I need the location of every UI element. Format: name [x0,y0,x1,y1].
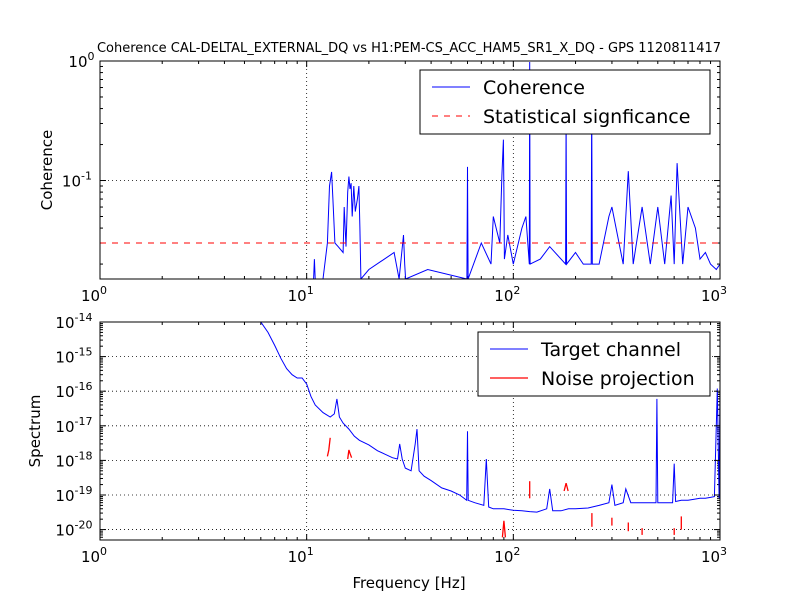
chart-title: Coherence CAL-DELTAL_EXTERNAL_DQ vs H1:P… [97,41,721,56]
legend-label: Noise projection [541,368,695,390]
y-tick-exponent: -14 [75,311,93,324]
legend-label: Target channel [540,339,681,361]
y-tick-exponent: -1 [81,170,92,183]
plot-frame [99,321,721,541]
x-tick-label: 100 [81,284,107,305]
plot-frame [99,60,721,280]
series-line-noise-projection [347,449,353,460]
x-tick-label: 102 [494,545,520,566]
y-tick-label: 10 [55,522,74,540]
legend-box [477,331,711,397]
series-line-noise-projection [501,520,507,538]
x-tick-label: 103 [701,284,727,305]
y-tick-exponent: -15 [75,346,93,359]
y-tick-label: 10 [55,452,74,470]
y-tick-exponent: -16 [75,380,93,393]
series-line-noise-projection [326,437,331,457]
y-axis-label: Coherence [38,130,56,210]
y-axis-label: Spectrum [26,395,44,468]
y-tick-exponent: -19 [75,484,93,497]
x-tick-label: 101 [288,545,314,566]
legend-label: Coherence [483,77,585,99]
legend: Target channel Noise projection [477,331,711,397]
legend-box [419,69,711,135]
x-tick-label: 102 [494,284,520,305]
y-tick-label: 10 [62,173,81,191]
y-tick-exponent: -18 [75,449,93,462]
x-tick-label: 103 [701,545,727,566]
y-tick-label: 10 [55,487,74,505]
legend-label: Statistical signficance [483,106,690,128]
y-tick-exponent: 0 [88,50,95,63]
y-tick-label: 10 [55,383,74,401]
x-tick-label: 101 [288,284,314,305]
x-tick-label: 100 [81,545,107,566]
legend: Coherence Statistical signficance [419,69,711,135]
series-line-coherence [311,61,720,279]
y-tick-label: 10 [55,349,74,367]
y-tick-label: 10 [55,314,74,332]
series-line-target-channel [260,322,720,513]
y-tick-label: 10 [68,53,87,71]
y-tick-exponent: -17 [75,415,93,428]
series-line-noise-projection [563,482,569,492]
y-tick-label: 10 [55,418,74,436]
x-axis-label: Frequency [Hz] [352,574,465,592]
y-tick-exponent: -20 [75,519,93,532]
